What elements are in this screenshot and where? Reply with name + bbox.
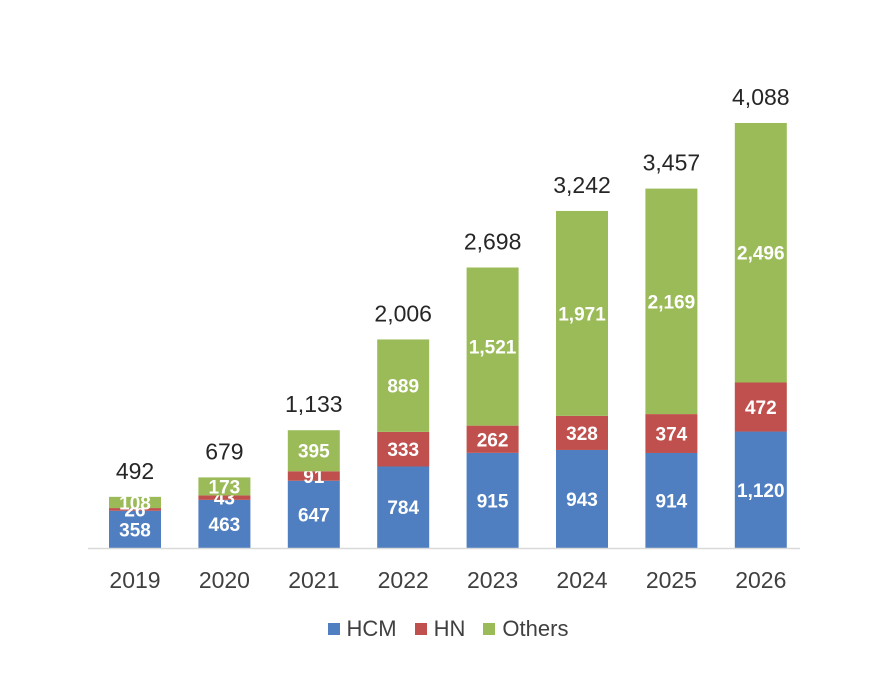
data-label-hcm-2020: 463	[209, 515, 241, 536]
bar-hcm-2022	[377, 466, 430, 548]
data-label-others-2023: 1,521	[469, 338, 517, 359]
x-tick-label-2019: 2019	[109, 567, 160, 593]
x-tick-label-2020: 2020	[199, 567, 250, 593]
data-label-hcm-2021: 647	[298, 505, 330, 526]
data-label-hcm-2023: 915	[477, 491, 509, 512]
legend-swatch-others	[483, 623, 496, 635]
x-tick-label-2025: 2025	[646, 567, 697, 593]
bar-hn-2021	[287, 471, 340, 481]
total-label-2019: 492	[116, 458, 154, 484]
bar-hcm-2026	[734, 431, 787, 548]
bar-hcm-2023	[466, 452, 519, 548]
bar-others-2024	[556, 210, 608, 416]
x-tick-label-2026: 2026	[735, 567, 786, 593]
bar-others-2025	[645, 188, 698, 415]
x-tick-label-2024: 2024	[556, 567, 607, 593]
bar-hcm-2021	[287, 480, 340, 548]
bar-hn-2023	[466, 425, 519, 453]
data-label-others-2020: 173	[209, 477, 241, 498]
data-label-others-2019: 108	[119, 493, 151, 514]
legend-label-hn: HN	[433, 616, 466, 641]
bar-others-2019	[109, 496, 161, 509]
data-label-others-2022: 889	[387, 377, 419, 398]
total-label-2026: 4,088	[732, 84, 790, 110]
bar-hcm-2024	[556, 449, 608, 548]
data-label-hcm-2022: 784	[387, 498, 419, 519]
bar-hcm-2020	[198, 499, 251, 548]
legend-item-others: Others	[483, 616, 568, 642]
bar-hn-2022	[377, 431, 430, 467]
data-label-hcm-2024: 943	[566, 490, 598, 511]
total-label-2025: 3,457	[643, 150, 701, 176]
legend-swatch-hcm	[327, 623, 340, 635]
total-label-2023: 2,698	[464, 229, 522, 255]
data-label-hn-2026: 472	[745, 398, 777, 419]
data-label-hcm-2019: 358	[119, 520, 151, 541]
data-label-others-2026: 2,496	[737, 244, 785, 265]
bar-hn-2019	[109, 508, 161, 511]
total-label-2020: 679	[205, 438, 243, 464]
bar-others-2026	[734, 123, 787, 383]
chart-legend: HCM HN Others	[0, 614, 896, 644]
data-label-hcm-2025: 914	[656, 491, 688, 512]
legend-item-hcm: HCM	[327, 616, 397, 642]
legend-swatch-hn	[414, 623, 427, 635]
data-label-hn-2022: 333	[387, 440, 419, 461]
bar-others-2020	[198, 477, 251, 496]
x-tick-label-2023: 2023	[467, 567, 518, 593]
x-tick-label-2022: 2022	[378, 567, 429, 593]
bar-hcm-2025	[645, 452, 698, 548]
total-label-2022: 2,006	[374, 300, 432, 326]
total-label-2024: 3,242	[553, 172, 611, 198]
legend-label-hcm: HCM	[346, 616, 397, 641]
data-label-hn-2021: 91	[303, 467, 325, 488]
legend-item-hn: HN	[414, 616, 466, 642]
data-label-others-2024: 1,971	[558, 304, 606, 325]
data-label-hcm-2026: 1,120	[737, 481, 785, 502]
legend-label-others: Others	[502, 616, 569, 641]
data-label-others-2025: 2,169	[648, 292, 696, 313]
bar-hn-2024	[556, 415, 608, 450]
data-label-hn-2024: 328	[566, 424, 598, 445]
data-label-hn-2025: 374	[656, 425, 688, 446]
bar-others-2022	[377, 339, 430, 432]
data-label-hn-2023: 262	[477, 430, 509, 451]
x-tick-label-2021: 2021	[288, 567, 339, 593]
total-label-2021: 1,133	[285, 391, 343, 417]
bar-hn-2025	[645, 414, 698, 453]
bar-hn-2020	[198, 495, 251, 500]
bar-others-2023	[466, 267, 519, 426]
data-label-others-2021: 395	[298, 442, 330, 463]
bar-others-2021	[287, 430, 340, 472]
bar-hn-2026	[734, 382, 787, 432]
bar-hcm-2019	[109, 510, 161, 548]
